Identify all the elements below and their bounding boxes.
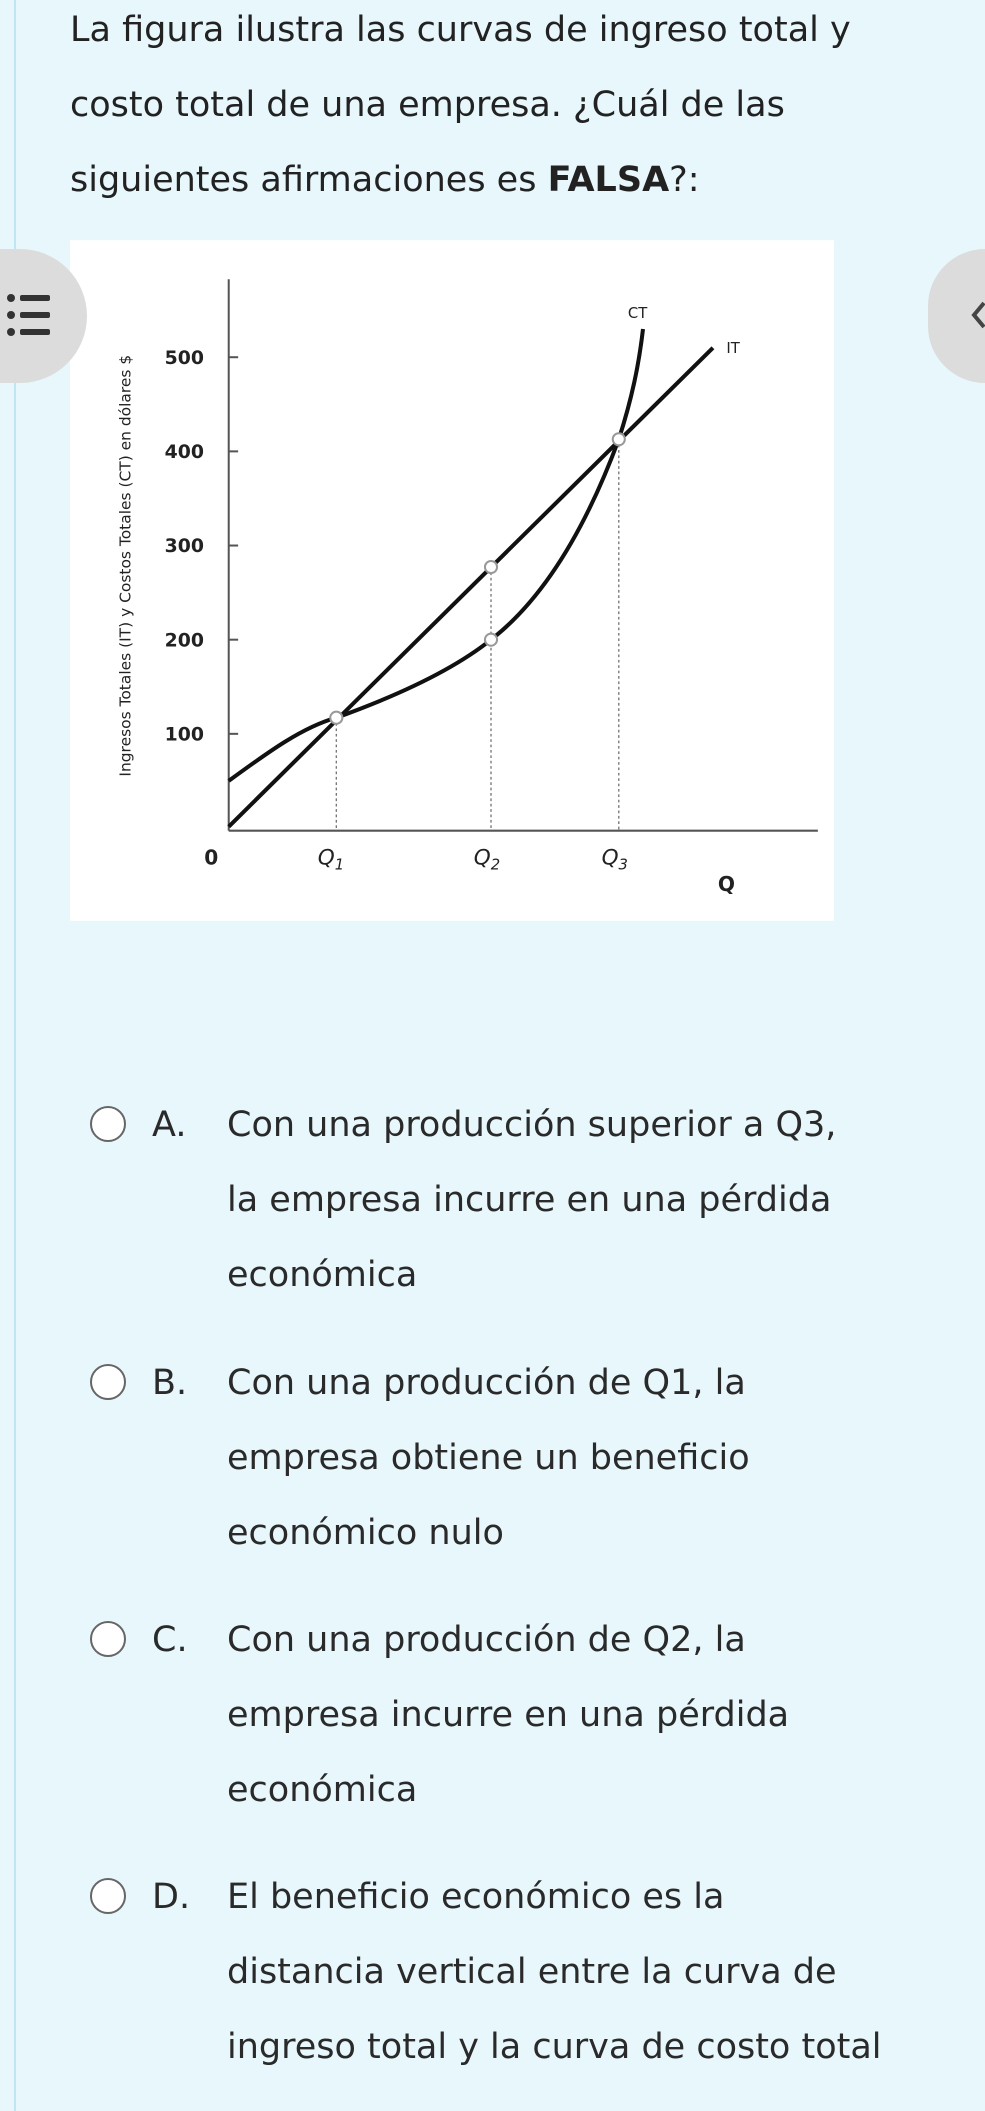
origin-label: 0	[204, 845, 218, 869]
x-label-main: Q	[474, 845, 491, 870]
point	[483, 559, 499, 575]
option-letter: C.	[152, 1620, 188, 1660]
figure: CT IT Ingresos Totales (IT) y Costos Tot…	[70, 240, 834, 921]
list-icon	[7, 294, 50, 336]
option-text: Con una producción de Q2, la empresa incu…	[227, 1603, 789, 1828]
question: La figura ilustra las curvas de ingreso …	[70, 0, 851, 218]
option-line: económico nulo	[227, 1513, 504, 1553]
y-tick-label: 200	[165, 630, 204, 651]
it-curve	[227, 346, 715, 829]
left-border	[14, 0, 16, 2111]
menu-button[interactable]	[0, 249, 87, 383]
x-label-sub: 2	[491, 857, 500, 874]
points	[329, 432, 626, 725]
option-line: Con una producción de Q1, la	[227, 1363, 746, 1403]
option-line: ingreso total y la curva de costo total	[227, 2027, 882, 2067]
point	[483, 632, 499, 647]
option-line: Con una producción de Q2, la	[227, 1620, 746, 1660]
question-line: siguientes afirmaciones es	[70, 160, 548, 200]
question-emphasis: FALSA	[547, 160, 670, 200]
option-line: económica	[227, 1255, 418, 1295]
question-line: siguientes afirmaciones es FALSA?:	[70, 143, 851, 218]
back-button[interactable]	[928, 249, 985, 383]
x-label-main: Q	[602, 845, 619, 870]
question-line: La figura ilustra las curvas de ingreso …	[70, 10, 851, 50]
y-tick-label: 500	[165, 348, 204, 369]
y-ticks: 100 200 300 400 500	[165, 348, 239, 746]
option-text: El beneficio económico es la distancia ve…	[227, 1860, 882, 2085]
option-line: empresa obtiene un beneficio	[227, 1438, 750, 1478]
radio-button[interactable]	[90, 1878, 126, 1914]
curve-label: IT	[726, 340, 740, 357]
chevron-icon	[971, 301, 985, 329]
option-line: El beneficio económico es la	[227, 1877, 725, 1917]
intersection	[611, 432, 626, 447]
question-line: costo total de una empresa. ¿Cuál de las	[70, 85, 785, 125]
guides	[335, 439, 620, 831]
chevron	[971, 301, 985, 329]
radio-button[interactable]	[90, 1364, 126, 1400]
option-line: económica	[227, 1770, 418, 1810]
x-label-main: Q	[318, 845, 335, 870]
x-labels: Q1 Q2 Q3	[318, 845, 628, 873]
y-tick-label: 400	[165, 442, 204, 463]
option-line: empresa incurre en una pérdida	[227, 1695, 790, 1735]
intersection	[329, 710, 344, 725]
y-axis-label: Ingresos Totales (IT) y Costos Totales (…	[117, 355, 135, 777]
curve-label: CT	[628, 305, 648, 322]
x-axis-label: Q	[718, 872, 735, 896]
radio-button[interactable]	[90, 1621, 126, 1657]
option-letter: D.	[152, 1877, 191, 1917]
option-line: distancia vertical entre la curva de	[227, 1952, 837, 1992]
x-label: Q2	[474, 845, 500, 873]
option-line: Con una producción superior a Q3,	[227, 1105, 837, 1145]
option-letter: B.	[152, 1363, 188, 1403]
x-label-sub: 3	[619, 857, 628, 874]
x-label-sub: 1	[335, 857, 344, 874]
menu-icon	[7, 294, 50, 336]
y-tick-label: 300	[165, 536, 204, 557]
x-label: Q1	[318, 845, 344, 873]
option-line: la empresa incurre en una pérdida	[227, 1180, 832, 1220]
radio-button[interactable]	[90, 1106, 126, 1142]
option-text: Con una producción superior a Q3, la empr…	[227, 1088, 836, 1313]
question-end: ?:	[669, 160, 700, 200]
y-tick-label: 100	[165, 725, 204, 746]
option-text: Con una producción de Q1, la empresa obti…	[227, 1346, 750, 1571]
figure-background	[70, 240, 834, 921]
x-label: Q3	[602, 845, 628, 873]
option-letter: A.	[152, 1105, 187, 1145]
